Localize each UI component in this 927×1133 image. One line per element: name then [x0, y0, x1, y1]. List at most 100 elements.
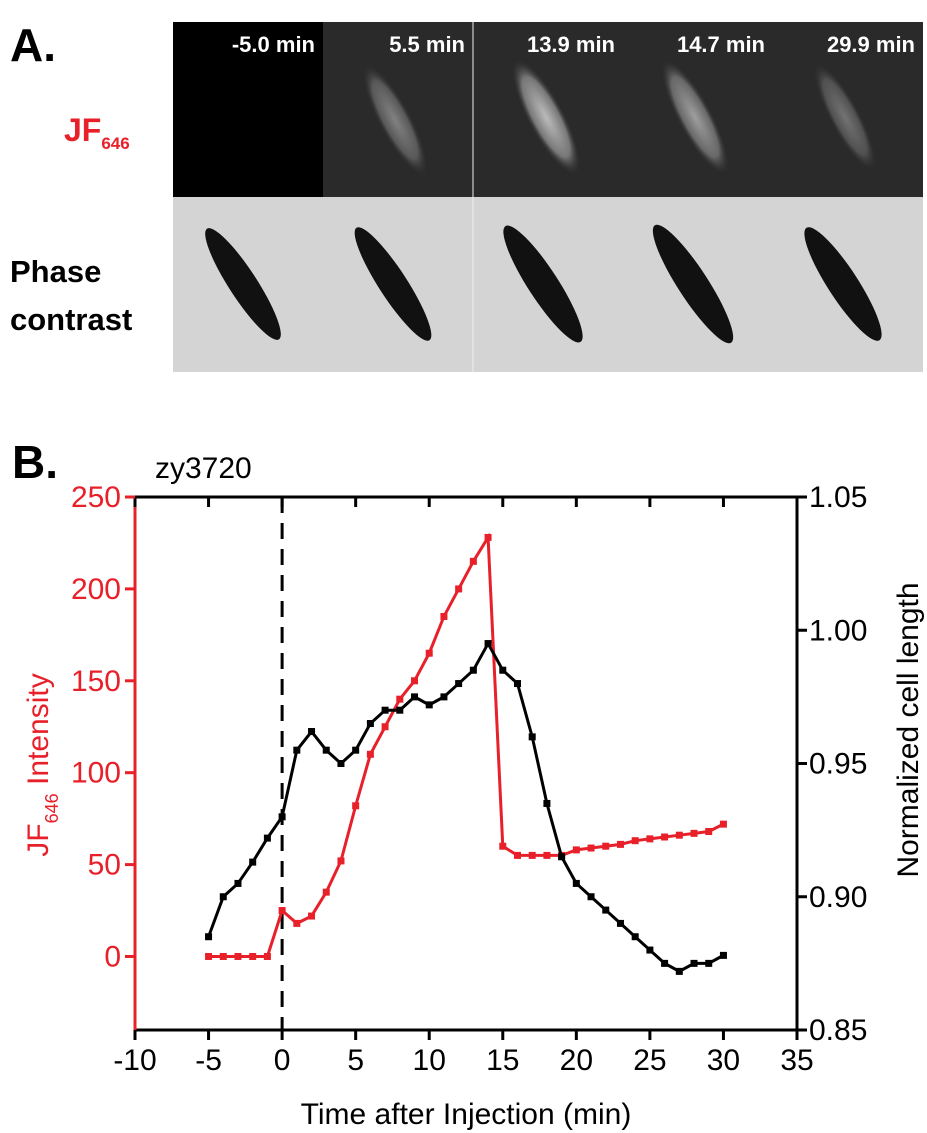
- data-point: [308, 728, 316, 736]
- y2-tick-label: 0.95: [809, 748, 867, 781]
- data-point: [719, 951, 727, 959]
- data-point: [322, 746, 330, 754]
- time-label: 29.9 min: [827, 32, 915, 57]
- time-label: -5.0 min: [232, 32, 315, 57]
- data-point: [602, 906, 610, 914]
- y2-tick-label: 0.85: [809, 1014, 867, 1047]
- data-point: [587, 844, 595, 852]
- data-point: [469, 557, 477, 565]
- y-tick-label: 150: [71, 665, 121, 698]
- data-point: [499, 666, 507, 674]
- data-point: [690, 959, 698, 967]
- data-point: [558, 853, 566, 861]
- x-tick-label: 15: [486, 1044, 519, 1077]
- data-point: [513, 851, 521, 859]
- data-point: [646, 946, 654, 954]
- y-tick-label: 0: [104, 940, 121, 973]
- series-line: [207, 640, 725, 974]
- data-point: [308, 912, 316, 920]
- data-point: [366, 750, 374, 758]
- cell: [804, 227, 882, 341]
- time-label: 5.5 min: [389, 32, 465, 57]
- data-point: [440, 693, 448, 701]
- y-tick-label: 250: [71, 481, 121, 514]
- data-point: [646, 835, 654, 843]
- x-tick-label: -5: [195, 1044, 222, 1077]
- data-point: [572, 846, 580, 854]
- data-point: [293, 919, 301, 927]
- data-point: [337, 857, 345, 865]
- y-axis-title: JF646 Intensity: [22, 673, 62, 856]
- time-label: 14.7 min: [677, 32, 765, 57]
- data-point: [411, 677, 419, 685]
- data-point: [616, 840, 624, 848]
- data-point: [469, 666, 477, 674]
- data-point: [543, 851, 551, 859]
- y2-tick-label: 1.05: [809, 481, 867, 514]
- data-point: [219, 952, 227, 960]
- data-point: [425, 701, 433, 709]
- data-point: [484, 640, 492, 648]
- data-point: [352, 802, 360, 810]
- data-point: [366, 720, 374, 728]
- data-point: [455, 585, 463, 593]
- cell: [354, 227, 432, 341]
- cell: [512, 59, 580, 175]
- data-point: [322, 888, 330, 896]
- data-point: [705, 959, 713, 967]
- data-point: [381, 723, 389, 731]
- data-point: [352, 746, 360, 754]
- data-point: [396, 695, 404, 703]
- data-point: [690, 829, 698, 837]
- data-point: [249, 952, 257, 960]
- row-label-main: JF: [64, 112, 102, 148]
- time-label: 13.9 min: [527, 32, 615, 57]
- y-tick-label: 50: [88, 849, 121, 882]
- data-point: [278, 907, 286, 915]
- y-axis-title-main: JF: [22, 823, 55, 856]
- row-label: Phase contrast: [10, 254, 133, 337]
- y-axis-title-rest: Intensity: [22, 673, 55, 793]
- x-tick-label: 10: [413, 1044, 446, 1077]
- data-point: [661, 833, 669, 841]
- data-point: [528, 733, 536, 741]
- micrographs: -5.0 min 5.5 min 13.9 min 14.7 min 29.9 min: [173, 22, 923, 372]
- y2-tick-label: 1.00: [809, 614, 867, 647]
- data-point: [278, 813, 286, 821]
- data-point: [263, 952, 271, 960]
- data-point: [381, 706, 389, 714]
- data-point: [234, 952, 242, 960]
- data-point: [219, 893, 227, 901]
- data-point: [234, 879, 242, 887]
- x-tick-label: 25: [633, 1044, 666, 1077]
- x-tick-label: -10: [113, 1044, 156, 1077]
- cell: [503, 225, 583, 343]
- row-label-sub: 646: [101, 134, 130, 153]
- data-point: [543, 799, 551, 807]
- x-tick-label: 20: [560, 1044, 593, 1077]
- cell: [652, 224, 734, 344]
- x-tick-label: 0: [274, 1044, 291, 1077]
- cell: [813, 63, 877, 171]
- y-tick-label: 100: [71, 757, 121, 790]
- data-point: [631, 933, 639, 941]
- data-point: [675, 831, 683, 839]
- phase-cells: [205, 224, 882, 344]
- time-labels: -5.0 min 5.5 min 13.9 min 14.7 min 29.9 min: [232, 32, 915, 57]
- series-line: [208, 532, 725, 958]
- data-point: [205, 952, 213, 960]
- data-point: [616, 919, 624, 927]
- x-tick-label: 35: [780, 1044, 813, 1077]
- data-point: [263, 834, 271, 842]
- x-tick-label: 30: [707, 1044, 740, 1077]
- y-axis-title-sub: 646: [42, 793, 62, 823]
- data-point: [440, 612, 448, 620]
- data-point: [499, 842, 507, 850]
- cell: [661, 59, 729, 175]
- data-point: [396, 706, 404, 714]
- data-point: [675, 967, 683, 975]
- x-axis-title: Time after Injection (min): [301, 1098, 632, 1131]
- data-point: [249, 858, 257, 866]
- cell: [205, 228, 281, 340]
